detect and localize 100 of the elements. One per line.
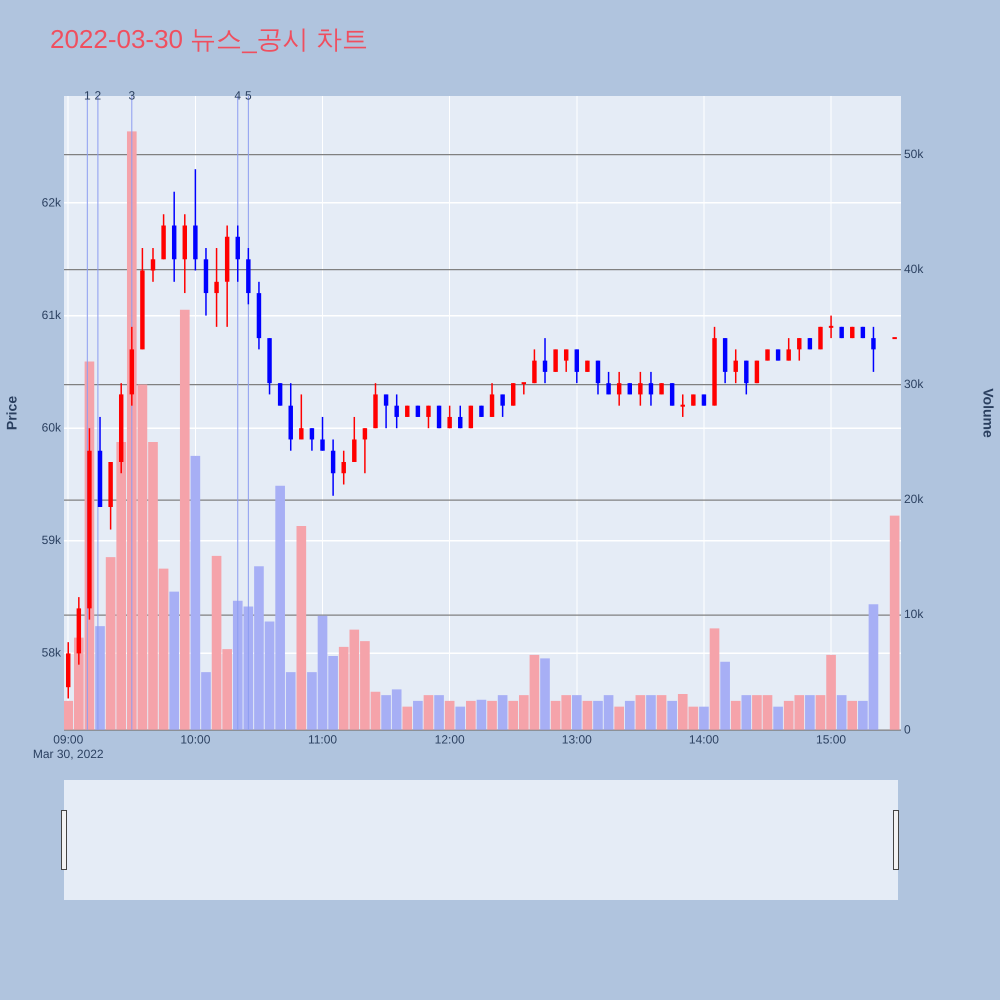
ref-line-label: 4 [234,88,242,102]
candlestick [479,404,484,418]
bar [402,706,412,730]
candlestick [310,427,314,452]
candlestick [384,394,388,429]
x-tick-label: 13:00 [562,732,592,747]
candlestick [458,404,462,429]
y2-tick-label: 30k [904,377,924,392]
candlestick [214,247,219,328]
bar [296,526,306,730]
candlestick [585,360,590,373]
candlestick [596,360,600,396]
x-tick-label: 11:00 [308,732,338,747]
bar [540,658,550,730]
candlestick [468,404,474,429]
y2-tick-label: 10k [904,607,924,622]
candlestick [426,404,431,429]
candlestick [436,404,442,429]
x-tick-label: 10:00 [180,732,211,747]
candlestick [670,382,674,406]
candlestick [818,326,823,350]
candlestick [659,382,664,396]
candlestick [330,438,336,497]
candlestick [278,382,282,406]
ref-line-label: 1 [84,88,91,102]
y-tick-label: 58k [42,646,62,660]
candlestick [532,348,537,384]
candlestick [405,404,410,418]
bar [710,628,720,730]
candlestick [362,427,368,474]
bar [169,592,180,730]
bar [805,695,815,730]
bar [487,700,497,730]
candlestick [490,382,494,418]
bar [836,695,846,730]
candlestick [871,326,876,373]
bar [434,695,444,730]
ref-line-label: 3 [128,88,136,102]
candlestick [754,360,760,384]
candlestick [500,394,505,418]
candlestick [416,404,420,418]
bar [646,695,656,730]
candlestick [797,337,802,362]
candlestick [447,404,452,429]
bar [624,700,635,730]
y2-tick-label: 40k [904,262,924,276]
bar [730,700,741,730]
y-axis-title: Price [3,396,20,430]
candlestick [680,394,685,418]
bar [741,695,752,730]
candlestick [638,371,643,406]
candlestick [564,348,568,373]
chart-title: 2022-03-30 뉴스_공시 차트 [50,23,368,56]
candlestick [733,348,738,384]
candlestick [394,394,399,429]
bar [424,695,434,730]
ref-line-label: 2 [94,88,102,102]
x-tick-label: 09:00 Mar 30, 2022 [32,732,104,761]
bar [413,700,423,730]
bar [890,516,900,730]
bar [614,706,624,730]
bar [667,700,677,730]
bar [582,700,592,730]
y2-tick-label: 0 [904,722,911,736]
x-tick-label: 12:00 [434,732,465,747]
candlestick [648,371,654,406]
candlestick [542,337,548,384]
candlestick [828,314,834,339]
x-tick-label: 14:00 [688,732,720,747]
bar [444,700,454,730]
y-tick-label: 61k [42,308,62,322]
y2-tick-label: 20k [904,492,924,506]
bar [656,695,666,730]
candlestick [744,360,749,396]
x-tick-label: 15:00 [816,732,846,747]
bar [720,662,730,730]
candlestick [606,371,611,396]
bar [95,626,105,730]
bar [498,695,508,730]
candlestick [352,416,357,463]
bar [847,700,858,730]
bar [455,706,466,730]
bar [180,310,190,730]
candlestick [341,450,346,486]
y-tick-label: 59k [42,533,62,548]
candlestick [574,348,580,384]
ref-line-label: 5 [245,88,252,102]
y-tick-label: 62k [42,195,62,210]
candlestick [236,224,240,283]
bar [572,695,582,730]
candlestick [553,348,558,373]
candlestick [808,337,812,350]
bar [466,700,476,730]
y2-tick-label: 50k [904,146,924,161]
bar [476,700,486,730]
bar [636,695,646,730]
candlestick [616,371,622,406]
y-tick-label: 60k [42,420,62,435]
candlestick [786,337,791,362]
y2-axis-title: Volume [980,388,997,438]
